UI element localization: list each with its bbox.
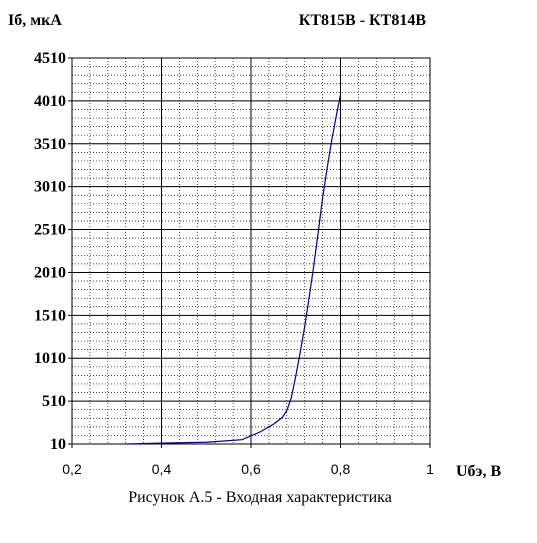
- figure-caption: Рисунок А.5 - Входная характеристика: [128, 489, 392, 506]
- x-tick-label: 0,2: [62, 461, 82, 477]
- y-tick-label: 4510: [34, 50, 66, 67]
- y-tick-label: 10: [50, 436, 66, 453]
- series-line: [125, 94, 342, 445]
- y-tick-label: 3010: [34, 179, 66, 196]
- x-tick-label: 0,8: [331, 461, 351, 477]
- y-tick-label: 1010: [34, 350, 66, 367]
- y-tick-label: 1510: [34, 307, 66, 324]
- y-axis-label: Iб, мкА: [8, 12, 62, 29]
- y-tick-label: 510: [42, 393, 66, 410]
- chart-title: КТ815В - КТ814В: [299, 12, 427, 29]
- x-tick-label: 0,4: [152, 461, 172, 477]
- x-axis-label: Uбэ, В: [456, 463, 501, 480]
- y-tick-label: 4010: [34, 93, 66, 110]
- y-tick-label: 3510: [34, 136, 66, 153]
- x-tick-label: 0,6: [241, 461, 261, 477]
- y-tick-label: 2010: [34, 264, 66, 281]
- y-axis-ticks: 10 510 1010 1510 2010 2510 3010 3510 4010 4510: [34, 50, 72, 453]
- x-tick-label: 1: [426, 461, 434, 477]
- x-axis-ticks: 0,2 0,4 0,6 0,8 1: [62, 444, 434, 477]
- y-tick-label: 2510: [34, 222, 66, 239]
